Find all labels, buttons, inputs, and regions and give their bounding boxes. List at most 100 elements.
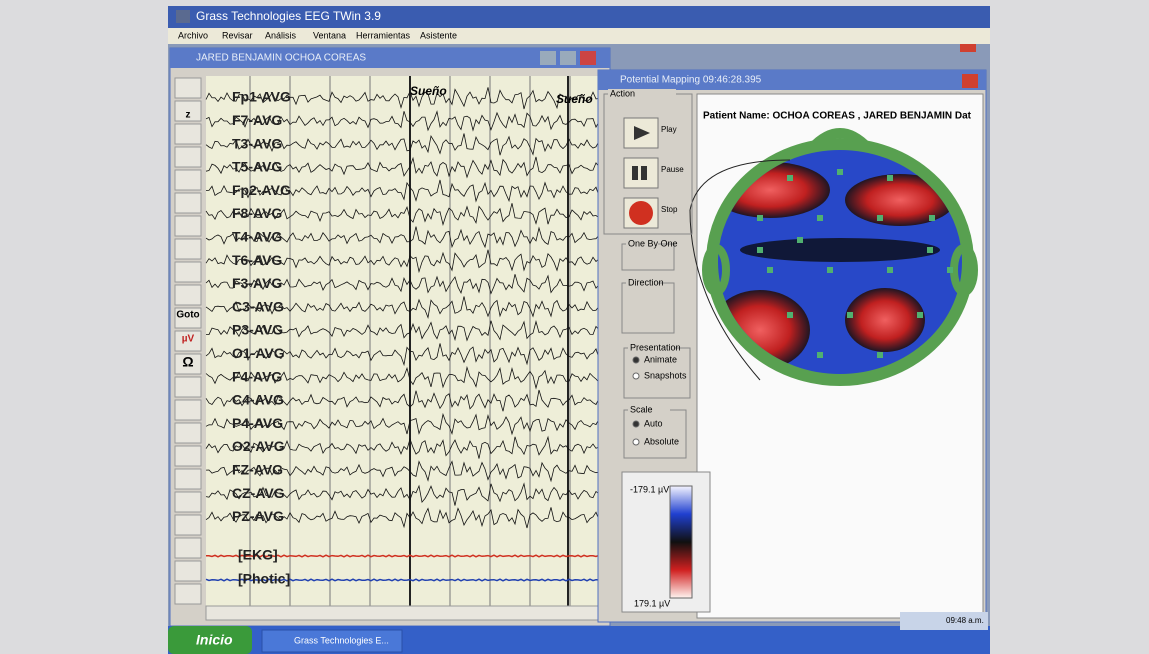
electrode: [877, 352, 883, 358]
tool-button[interactable]: [175, 584, 201, 604]
group-label: One By One: [628, 238, 678, 248]
tool-button[interactable]: [175, 515, 201, 535]
electrode: [887, 175, 893, 181]
electrode: [837, 169, 843, 175]
group-label: Action: [610, 88, 635, 98]
electrode: [787, 312, 793, 318]
tool-label: Ω: [182, 354, 193, 370]
channel-label: [EKG]: [238, 547, 278, 563]
window-button[interactable]: [540, 51, 556, 65]
group-label: Presentation: [630, 342, 681, 352]
screen: Grass Technologies EEG TWin 3.9 Archivo Re…: [0, 0, 1149, 654]
electrode: [767, 267, 773, 273]
channel-label: C3-AVG: [232, 298, 284, 314]
menu-item[interactable]: Revisar: [222, 30, 253, 40]
electrode: [817, 215, 823, 221]
menu-item[interactable]: Asistente: [420, 30, 457, 40]
colorbar: [670, 486, 692, 598]
channel-label: F7-AVG: [232, 112, 282, 128]
radio-label: Auto: [644, 418, 663, 428]
radio[interactable]: [633, 421, 639, 427]
electrode: [757, 215, 763, 221]
tool-label: z: [186, 110, 191, 121]
channel-label: [Photic]: [238, 571, 290, 587]
tool-button[interactable]: [175, 492, 201, 512]
patient-name: Patient Name: OCHOA COREAS , JARED BENJA…: [703, 111, 972, 122]
channel-label: F8-AVG: [232, 205, 282, 221]
channel-label: T6-AVG: [232, 252, 282, 268]
task-label: Grass Technologies E...: [294, 635, 389, 645]
tool-button[interactable]: [175, 170, 201, 190]
channel-label: Fp2-AVG: [232, 182, 291, 198]
start-label: Inicio: [196, 632, 233, 648]
app-title: Grass Technologies EEG TWin 3.9: [196, 9, 381, 23]
radio[interactable]: [633, 357, 639, 363]
app-icon: [176, 10, 190, 23]
radio[interactable]: [633, 439, 639, 445]
tool-button[interactable]: [175, 377, 201, 397]
tool-button[interactable]: [175, 285, 201, 305]
channel-label: O2-AVG: [232, 438, 285, 454]
tool-button[interactable]: [175, 147, 201, 167]
tool-button[interactable]: [175, 423, 201, 443]
electrode: [927, 247, 933, 253]
channel-label: P3-AVG: [232, 322, 283, 338]
tool-button[interactable]: [175, 446, 201, 466]
tool-button[interactable]: [175, 561, 201, 581]
trace-area: [206, 76, 606, 612]
tool-button[interactable]: [175, 193, 201, 213]
tool-label: µV: [182, 334, 195, 345]
channel-label: T5-AVG: [232, 159, 282, 175]
map-title: Potential Mapping 09:46:28.395: [620, 75, 762, 86]
channel-label: PZ-AVG: [232, 508, 284, 524]
channel-label: FZ-AVG: [232, 462, 283, 478]
page: Grass Technologies EEG TWin 3.9 Archivo Re…: [0, 0, 1149, 654]
window-button[interactable]: [580, 51, 596, 65]
tool-button[interactable]: [175, 78, 201, 98]
tool-button[interactable]: [175, 400, 201, 420]
channel-label: F3-AVG: [232, 275, 282, 291]
electrode: [787, 175, 793, 181]
channel-label: O1-AVG: [232, 345, 285, 361]
channel-label: CZ-AVG: [232, 485, 285, 501]
menu-item[interactable]: Análisis: [265, 30, 297, 40]
electrode: [917, 312, 923, 318]
potential-blob: [740, 238, 940, 262]
window-button[interactable]: [560, 51, 576, 65]
electrode: [817, 352, 823, 358]
radio[interactable]: [633, 373, 639, 379]
radio-label: Animate: [644, 354, 677, 364]
radio-label: Snapshots: [644, 370, 687, 380]
menu-item[interactable]: Herramientas: [356, 30, 411, 40]
channel-label: P4-AVG: [232, 415, 283, 431]
stop-icon: [629, 201, 653, 225]
action-label: Play: [661, 125, 677, 134]
electrode: [877, 215, 883, 221]
electrode: [797, 237, 803, 243]
pause-icon: [641, 166, 647, 180]
channel-label: C4-AVG: [232, 392, 284, 408]
channel-label: F4-AVG: [232, 368, 282, 384]
tool-button[interactable]: [175, 124, 201, 144]
electrode: [847, 312, 853, 318]
electrode: [947, 267, 953, 273]
map-close[interactable]: [962, 74, 978, 88]
tool-button[interactable]: [175, 262, 201, 282]
group-label: Direction: [628, 277, 664, 287]
clock: 09:48 a.m.: [946, 616, 984, 625]
tool-button[interactable]: [175, 469, 201, 489]
electrode: [757, 247, 763, 253]
menu-item[interactable]: Archivo: [178, 30, 208, 40]
tool-button[interactable]: [175, 538, 201, 558]
colorbar-label: -179.1 µV: [630, 484, 669, 494]
action-label: Stop: [661, 205, 678, 214]
menu-item[interactable]: Ventana: [313, 30, 346, 40]
pause-icon: [632, 166, 638, 180]
h-scrollbar: [206, 606, 606, 620]
colorbar-label: 179.1 µV: [634, 598, 670, 608]
channel-label: T4-AVG: [232, 229, 282, 245]
tool-button[interactable]: [175, 239, 201, 259]
tool-button[interactable]: [175, 216, 201, 236]
electrode: [929, 215, 935, 221]
tool-label: Goto: [176, 310, 199, 321]
